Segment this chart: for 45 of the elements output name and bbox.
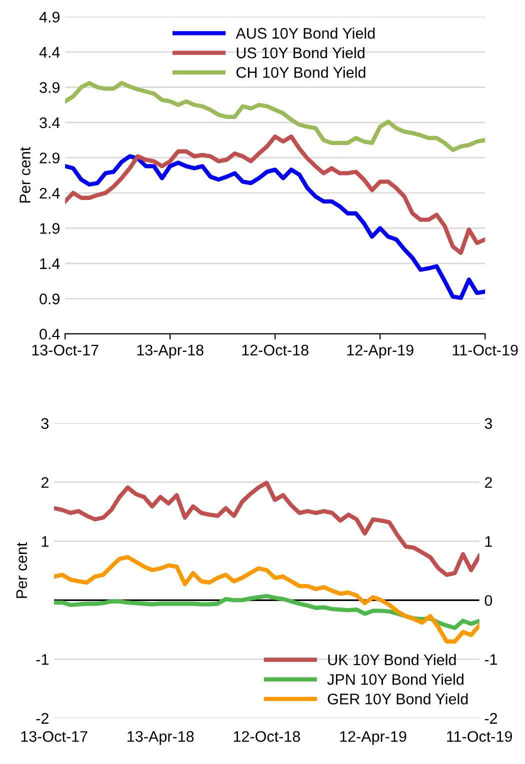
- line-series: [65, 154, 486, 300]
- y2-tick-label: -2: [484, 713, 498, 724]
- x-tick-label: 12-Oct-18: [242, 344, 308, 356]
- y-tick-label: 0.4: [40, 328, 60, 340]
- y-tick-label: 3: [41, 418, 49, 429]
- y-axis-title: Per cent: [16, 542, 28, 598]
- y-tick-label: 4.9: [39, 12, 60, 22]
- y-tick-label: 2: [41, 477, 48, 488]
- legend-label: JPN 10Y Bond Yield: [327, 674, 464, 685]
- legend-label: US 10Y Bond Yield: [236, 47, 364, 58]
- x-tick-label: 12-Apr-19: [347, 344, 414, 359]
- line-series: [54, 555, 480, 644]
- x-tick-label: 13-Apr-18: [128, 731, 194, 745]
- y-tick-label: 0.9: [40, 294, 60, 304]
- x-tick-label: 13-Oct-17: [32, 344, 98, 356]
- y-tick-label: 1.9: [40, 223, 60, 234]
- legend-label: GER 10Y Bond Yield: [328, 693, 468, 704]
- y2-tick-label: 1: [485, 536, 492, 547]
- line-series: [54, 480, 480, 577]
- y2-tick-label: 2: [484, 477, 492, 488]
- y-tick-label: 1: [42, 536, 48, 547]
- y-tick-label: -2: [36, 713, 48, 724]
- y-tick-label: 3.9: [40, 82, 60, 93]
- x-tick-label: 12-Apr-19: [340, 731, 406, 745]
- legend-label: CH 10Y Bond Yield: [236, 66, 366, 78]
- x-tick-label: 12-Oct-18: [234, 731, 300, 742]
- y-tick-label: 3.4: [40, 117, 60, 128]
- y-tick-label: 4.4: [39, 47, 60, 58]
- y2-tick-label: -1: [484, 654, 498, 665]
- y-tick-label: 1.4: [40, 258, 60, 269]
- x-tick-label: 13-Apr-18: [137, 344, 204, 359]
- line-series: [65, 80, 486, 152]
- y-tick-label: 2.4: [40, 188, 60, 198]
- x-tick-label: 13-Oct-17: [21, 731, 88, 742]
- y2-tick-label: 0: [484, 595, 492, 606]
- y2-tick-label: 3: [484, 418, 492, 429]
- y-tick-label: -1: [36, 654, 48, 665]
- legend-label: UK 10Y Bond Yield: [328, 654, 456, 666]
- y-tick-label: 2.9: [40, 152, 60, 164]
- x-tick-label: 11-Oct-19: [447, 731, 512, 742]
- line-series: [65, 134, 486, 255]
- x-tick-label: 11-Oct-19: [452, 344, 518, 356]
- legend-label: AUS 10Y Bond Yield: [236, 28, 375, 39]
- line-series: [54, 594, 480, 630]
- y-axis-title: Per cent: [20, 147, 30, 203]
